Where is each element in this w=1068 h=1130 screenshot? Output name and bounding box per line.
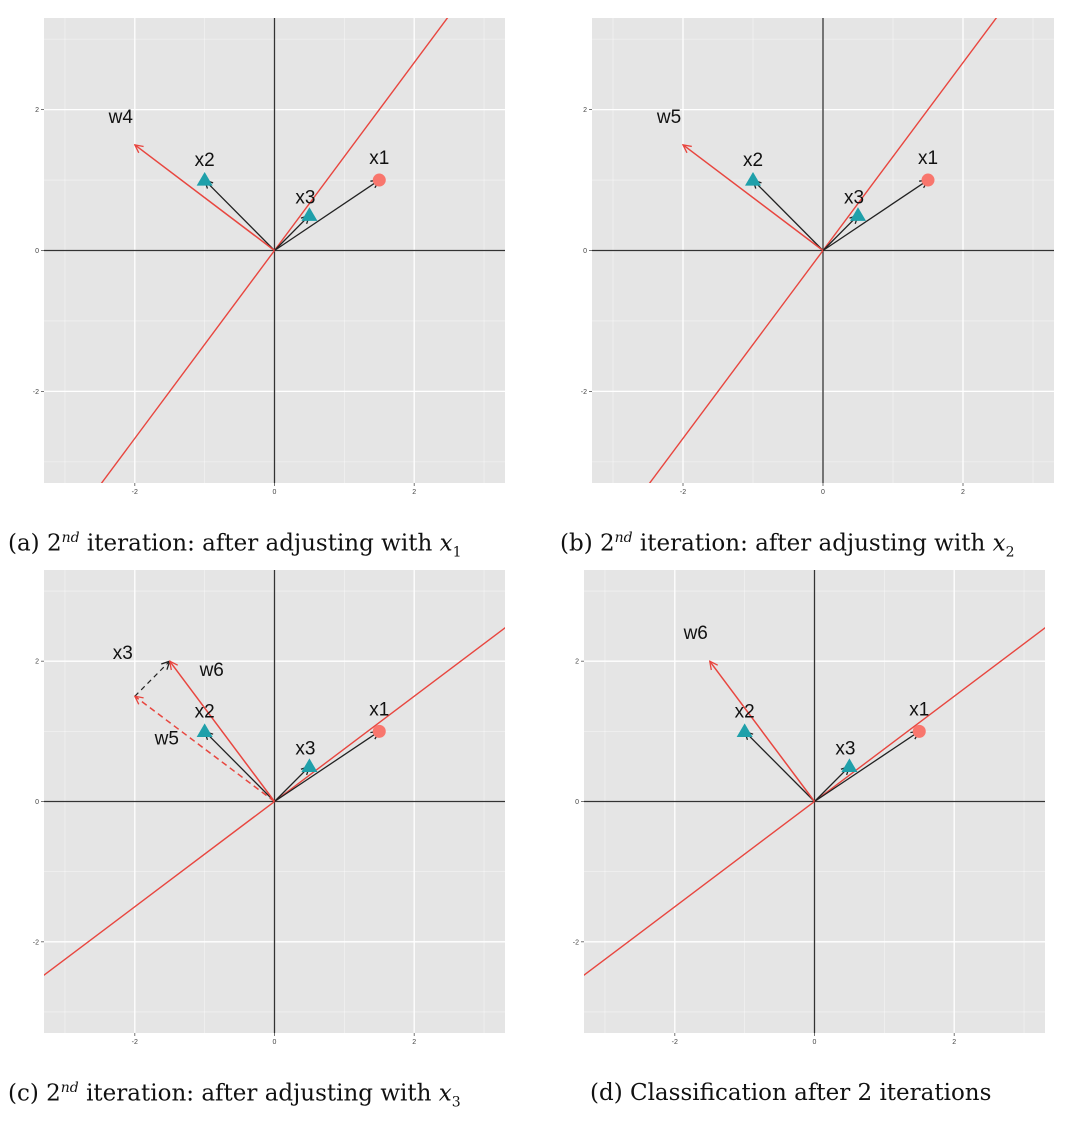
y-tick-label: 0 [35,799,39,806]
x-tick-label: 2 [961,489,965,496]
point-x2 [196,723,213,737]
caption-a: (a) 2nd iteration: after adjusting with … [8,530,462,561]
x-tick-label: -2 [680,489,686,496]
weight-label-w5: w5 [154,728,179,749]
weight-vector-w4 [135,145,275,252]
vector-x2 [205,180,275,251]
point-label-x3: x3 [295,187,315,208]
vector-x3 [822,215,858,251]
shifted-vector-label-x3: x3 [113,643,133,664]
point-label-x2: x2 [195,150,215,171]
plot-area: x1 x2 x3 w6 [584,570,1045,1033]
x-tick-label: -2 [132,489,138,496]
x-tick-label: 2 [952,1039,956,1046]
vector-x1 [814,731,920,803]
vector-x1 [274,731,380,803]
y-tick-label: 0 [35,248,39,255]
plot-area: x1 x2 x3 w5 [592,18,1054,483]
weight-label-w4: w4 [108,107,134,128]
panel-b: x1 x2 x3 w5 -2 -2 0 0 2 2 [581,18,1054,496]
vector-x2 [745,731,815,802]
weight-vector-w5 [683,145,824,252]
point-x2 [745,172,761,186]
point-label-x1: x1 [909,699,929,720]
vector-x2 [753,180,824,251]
point-x2 [736,723,753,737]
y-tick-label: -2 [573,939,579,946]
y-tick-label: 2 [583,107,587,114]
point-x3 [301,758,318,773]
weight-label-w6: w6 [199,660,224,681]
point-label-x2: x2 [195,701,215,722]
y-tick-label: -2 [33,939,39,946]
x-tick-label: 0 [821,489,825,496]
point-label-x2: x2 [743,150,763,171]
x-tick-label: -2 [132,1039,138,1046]
point-label-x3: x3 [835,738,855,759]
point-label-x1: x1 [369,699,389,720]
x-tick-label: 2 [412,1039,416,1046]
vector-x2 [205,731,275,802]
point-x1 [372,173,386,187]
vector-x1 [822,180,928,252]
point-x3 [850,207,866,221]
y-tick-label: 0 [575,799,579,806]
point-x1 [912,724,926,738]
vector-x3 [814,766,850,802]
x-tick-label: 0 [273,489,277,496]
x-tick-label: 0 [813,1039,817,1046]
vector-x1 [274,180,380,252]
point-label-x2: x2 [735,701,755,722]
point-x3 [841,758,858,773]
point-x1 [921,173,935,187]
vector-x3 [274,766,310,802]
point-x3 [301,207,318,221]
panel-a: x1 x2 x3 w4 -2 -2 0 0 2 2 [33,18,505,496]
y-tick-label: 2 [35,107,39,114]
weight-label-w5: w5 [656,107,681,128]
panel-d: x1 x2 x3 w6 -2 -2 0 0 2 2 [573,570,1045,1046]
weight-label-w6: w6 [683,623,708,644]
point-x2 [196,172,213,186]
y-tick-label: 2 [35,659,39,666]
point-label-x3: x3 [844,187,864,208]
point-label-x1: x1 [918,148,938,169]
weight-vector-w6 [170,661,276,802]
y-tick-label: 2 [575,659,579,666]
y-tick-label: -2 [581,389,587,396]
caption-c: (c) 2nd iteration: after adjusting with … [8,1080,461,1111]
plot-area: x1 x2 x3 x3 w6 w5 [44,570,505,1033]
x-tick-label: -2 [672,1039,678,1046]
plot-area: x1 x2 x3 w4 [44,18,505,483]
x-tick-label: 0 [273,1039,277,1046]
point-x1 [372,724,386,738]
weight-vector-w6 [710,661,816,802]
vector-x3 [274,215,310,251]
point-label-x3: x3 [295,738,315,759]
panel-c: x1 x2 x3 x3 w6 w5 -2 -2 0 0 2 2 [33,570,505,1046]
y-tick-label: -2 [33,389,39,396]
y-tick-label: 0 [583,248,587,255]
point-label-x1: x1 [369,148,389,169]
caption-d: (d) Classification after 2 iterations [590,1080,992,1106]
x-tick-label: 2 [412,489,416,496]
weight-vector-w5 [135,696,275,803]
caption-b: (b) 2nd iteration: after adjusting with … [560,530,1015,561]
